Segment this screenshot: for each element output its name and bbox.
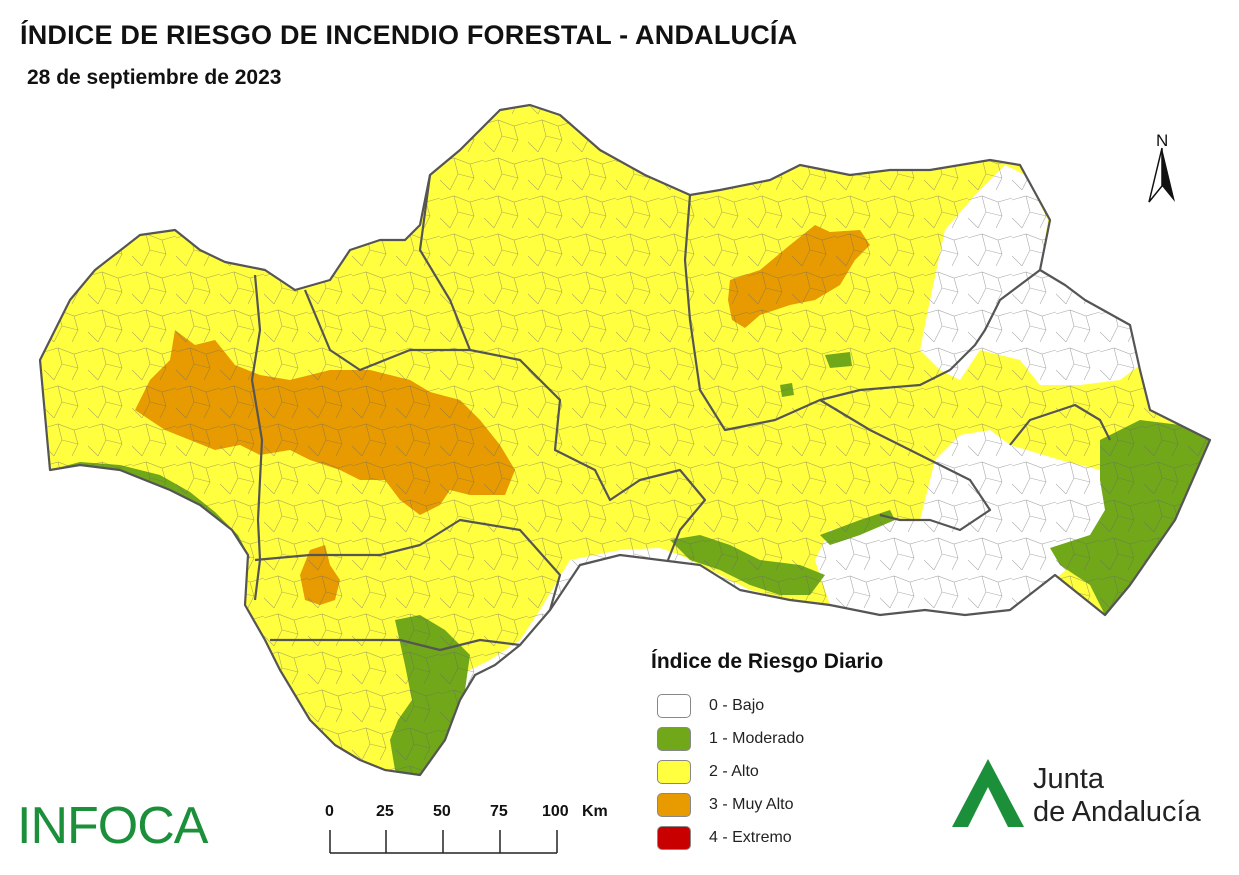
province-boundaries <box>38 103 1212 777</box>
north-arrow-icon <box>1148 147 1175 203</box>
scale-tick-label: 75 <box>490 803 508 820</box>
legend-label-bajo: 0 - Bajo <box>709 697 765 714</box>
junta-line-2: de Andalucía <box>1033 796 1201 828</box>
junta-de-andalucia-logo-text: Junta de Andalucía <box>1033 763 1201 829</box>
scale-unit: Km <box>582 803 608 820</box>
legend-label-extremo: 4 - Extremo <box>709 829 792 846</box>
scale-tick-label: 25 <box>376 803 394 820</box>
scale-bar: 0 25 50 75 100 Km <box>320 800 620 860</box>
scale-tick-label: 100 <box>542 803 569 820</box>
junta-line-1: Junta <box>1033 763 1104 795</box>
infoca-logo: INFOCA <box>17 797 208 855</box>
legend-swatch-extremo <box>657 826 691 850</box>
map-title: ÍNDICE DE RIESGO DE INCENDIO FORESTAL - … <box>20 20 798 50</box>
legend-swatch-moderado <box>657 727 691 751</box>
scale-tick-label: 0 <box>325 803 334 820</box>
legend-title: Índice de Riesgo Diario <box>651 650 884 673</box>
map-date: 28 de septiembre de 2023 <box>27 66 282 89</box>
legend-swatch-bajo <box>657 694 691 718</box>
legend-swatch-alto <box>657 760 691 784</box>
scale-tick-label: 50 <box>433 803 451 820</box>
legend-label-muy-alto: 3 - Muy Alto <box>709 796 794 813</box>
legend-label-alto: 2 - Alto <box>709 763 759 780</box>
north-label: N <box>1156 131 1169 150</box>
scale-bar-ruler <box>329 830 558 854</box>
legend-swatch-muy-alto <box>657 793 691 817</box>
legend-label-moderado: 1 - Moderado <box>709 730 805 747</box>
junta-de-andalucia-logo-icon <box>952 759 1024 827</box>
